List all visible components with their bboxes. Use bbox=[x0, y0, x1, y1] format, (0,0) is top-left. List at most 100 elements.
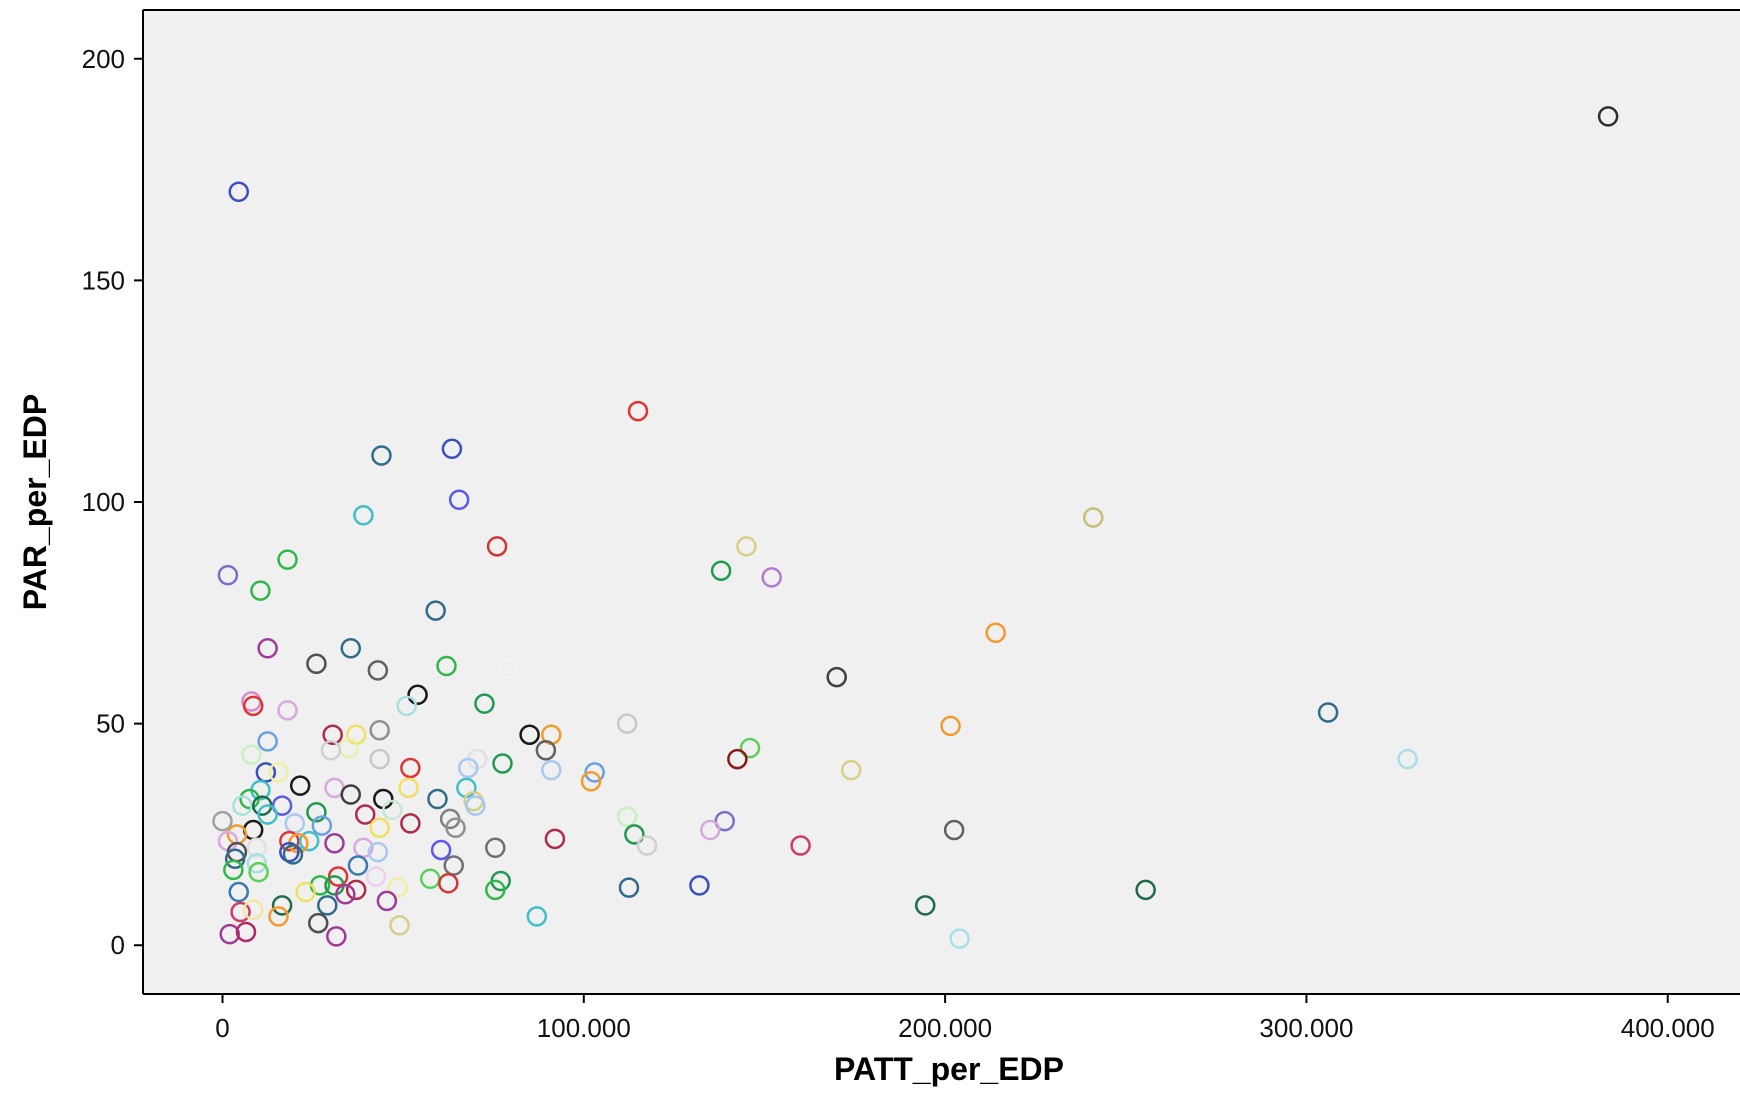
x-tick-label: 300.000 bbox=[1259, 1013, 1353, 1043]
data-point bbox=[324, 833, 345, 854]
data-point bbox=[400, 757, 421, 779]
data-point bbox=[492, 753, 513, 774]
data-point bbox=[485, 837, 506, 858]
data-point bbox=[289, 775, 311, 796]
data-point bbox=[295, 881, 316, 903]
data-point bbox=[400, 813, 421, 834]
data-point bbox=[277, 549, 298, 570]
data-point bbox=[627, 400, 649, 422]
data-point bbox=[230, 901, 251, 923]
data-point bbox=[376, 890, 398, 912]
data-point bbox=[445, 817, 466, 839]
data-point bbox=[790, 835, 811, 856]
y-ticks: 0 50 100 150 200 bbox=[82, 44, 143, 960]
data-point bbox=[448, 489, 470, 511]
data-point bbox=[940, 715, 961, 737]
data-point bbox=[369, 720, 390, 741]
data-point bbox=[727, 748, 748, 770]
data-point bbox=[219, 923, 240, 945]
data-point bbox=[1083, 507, 1104, 528]
data-point bbox=[345, 879, 367, 901]
data-point bbox=[367, 660, 389, 681]
x-ticks: 0 100.000 200.000 300.000 400.000 bbox=[215, 994, 1715, 1043]
data-point bbox=[279, 841, 300, 863]
plot-area bbox=[143, 10, 1740, 994]
data-point bbox=[584, 762, 605, 783]
data-point bbox=[239, 788, 260, 810]
data-point bbox=[369, 817, 390, 839]
data-point bbox=[710, 560, 732, 581]
data-point bbox=[497, 657, 519, 679]
data-point bbox=[616, 713, 638, 734]
x-tick-label: 100.000 bbox=[537, 1013, 631, 1043]
data-point bbox=[949, 928, 970, 949]
data-point bbox=[268, 762, 289, 783]
data-point bbox=[306, 802, 327, 823]
data-point bbox=[407, 684, 428, 706]
data-point bbox=[457, 757, 479, 779]
data-point bbox=[541, 759, 562, 781]
y-tick-label: 150 bbox=[82, 265, 125, 295]
y-tick-label: 50 bbox=[96, 709, 125, 739]
data-point bbox=[257, 638, 278, 659]
data-point bbox=[327, 866, 349, 887]
data-point bbox=[914, 895, 936, 916]
data-point bbox=[474, 693, 495, 714]
y-tick-label: 200 bbox=[82, 44, 125, 74]
x-tick-label: 400.000 bbox=[1621, 1013, 1715, 1043]
data-point bbox=[365, 866, 387, 887]
data-point bbox=[943, 819, 965, 841]
data-points bbox=[212, 106, 1619, 949]
data-point bbox=[298, 830, 320, 852]
data-point bbox=[242, 695, 264, 717]
data-point bbox=[465, 795, 486, 816]
data-point bbox=[398, 777, 419, 799]
data-point bbox=[624, 824, 645, 845]
data-point bbox=[271, 795, 293, 816]
data-point bbox=[353, 505, 374, 526]
data-point bbox=[353, 837, 374, 858]
data-point bbox=[826, 666, 847, 688]
data-point bbox=[246, 837, 268, 858]
data-point bbox=[535, 739, 557, 761]
data-point bbox=[212, 810, 233, 832]
data-point bbox=[1597, 106, 1619, 127]
data-point bbox=[223, 859, 244, 881]
data-point bbox=[427, 788, 448, 810]
data-point bbox=[224, 848, 246, 870]
data-point bbox=[636, 835, 658, 856]
data-point bbox=[306, 653, 327, 675]
data-point bbox=[436, 655, 457, 677]
y-axis-title: PAR_per_EDP bbox=[17, 394, 53, 610]
data-point bbox=[241, 744, 262, 765]
data-point bbox=[277, 700, 298, 721]
data-point bbox=[271, 895, 293, 916]
data-point bbox=[441, 438, 463, 460]
data-point bbox=[616, 806, 638, 827]
data-point bbox=[228, 181, 249, 202]
data-point bbox=[618, 877, 640, 898]
data-point bbox=[382, 799, 403, 821]
x-axis-title: PATT_per_EDP bbox=[834, 1051, 1064, 1087]
data-point bbox=[335, 884, 356, 905]
data-point bbox=[367, 841, 389, 863]
data-point bbox=[369, 748, 390, 770]
data-point bbox=[354, 804, 376, 825]
data-point bbox=[443, 855, 464, 876]
data-point bbox=[228, 881, 249, 903]
data-point bbox=[235, 921, 257, 943]
data-point bbox=[217, 564, 239, 586]
data-point bbox=[519, 724, 540, 745]
data-point bbox=[279, 830, 300, 852]
data-point bbox=[347, 855, 369, 876]
data-point bbox=[232, 795, 253, 816]
data-point bbox=[485, 879, 506, 901]
data-point bbox=[340, 638, 362, 659]
data-point bbox=[840, 759, 862, 781]
data-point bbox=[282, 844, 304, 865]
data-point bbox=[396, 695, 418, 717]
data-point bbox=[257, 804, 278, 825]
data-point bbox=[544, 828, 566, 850]
x-tick-label: 200.000 bbox=[898, 1013, 992, 1043]
